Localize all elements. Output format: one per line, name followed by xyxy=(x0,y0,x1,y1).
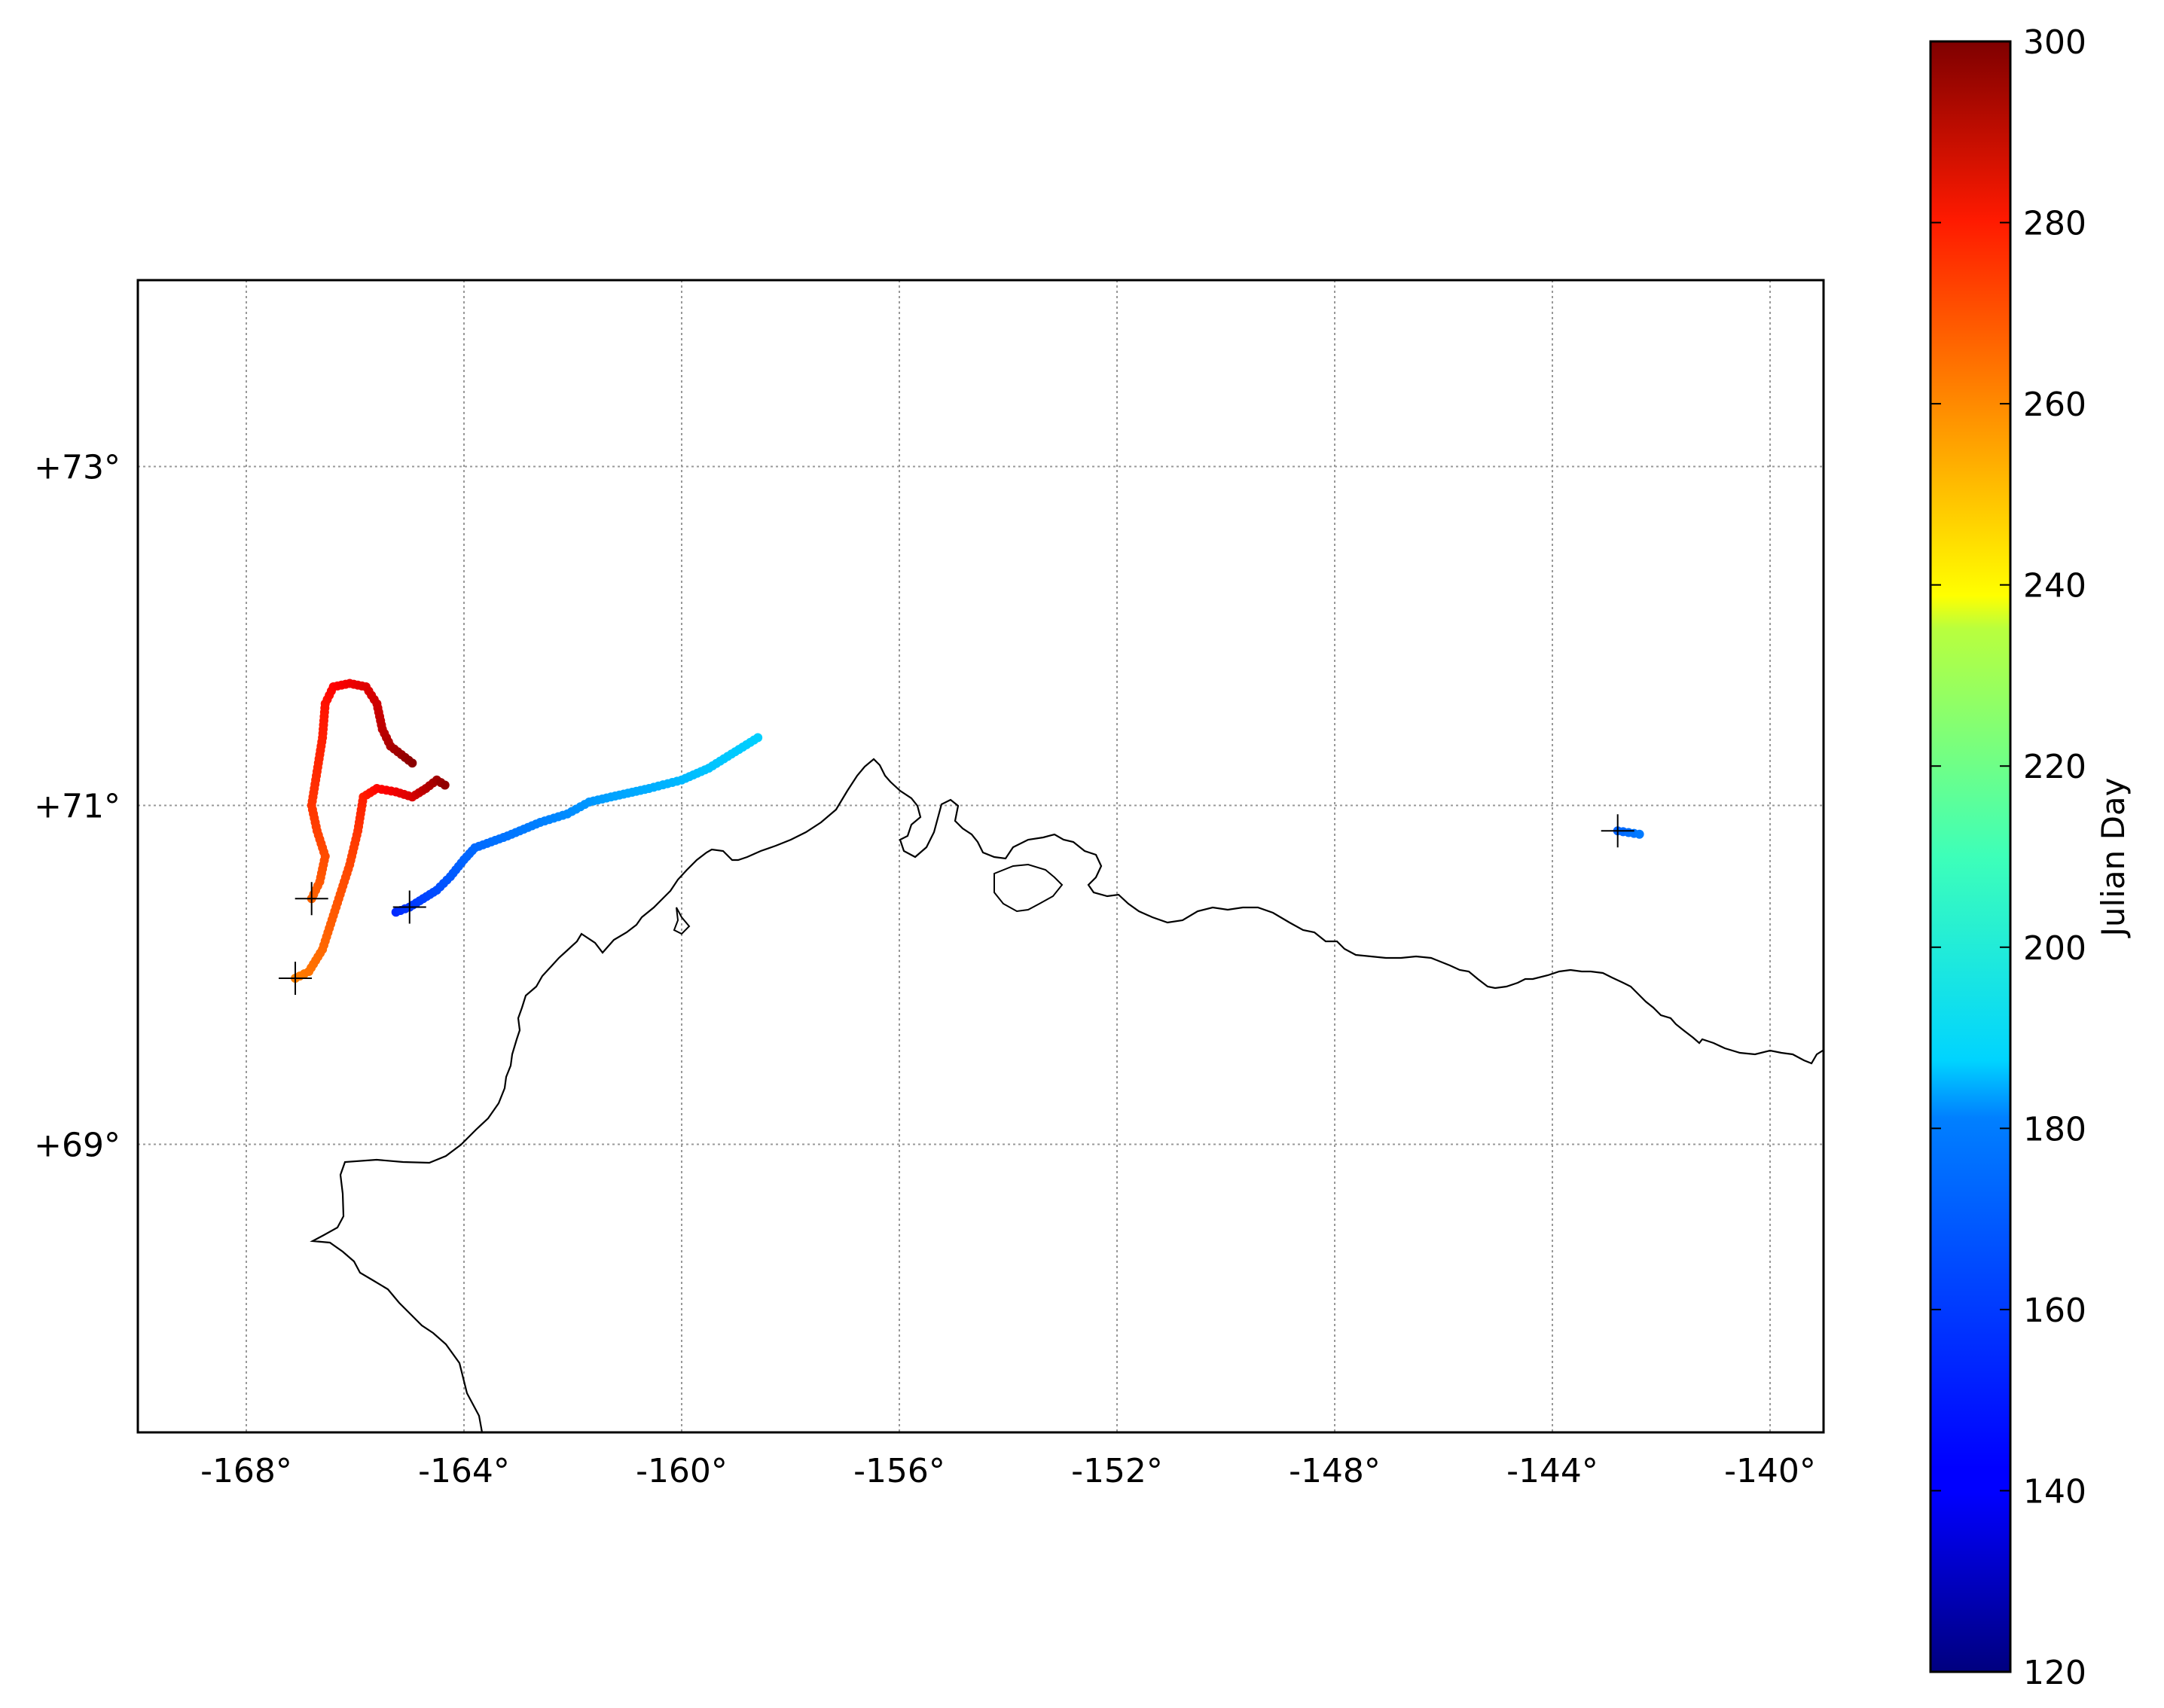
colorbar-tick-label: 160 xyxy=(2023,1292,2086,1330)
start-marker xyxy=(295,882,328,916)
x-axis-ticks: -168° -164° -160° -156° -152° -148° -144° -140° xyxy=(200,1452,1816,1490)
x-tick-label: -156° xyxy=(853,1452,945,1490)
colorbar-tick-label: 120 xyxy=(2023,1654,2086,1692)
colorbar-tick-label: 260 xyxy=(2023,386,2086,424)
colorbar-tick-label: 200 xyxy=(2023,929,2086,968)
colorbar-tick-label: 240 xyxy=(2023,567,2086,605)
colorbar-label: Julian Day xyxy=(2095,778,2132,939)
x-tick-label: -152° xyxy=(1071,1452,1163,1490)
start-marker xyxy=(279,962,313,995)
track-point xyxy=(440,780,450,790)
start-marker xyxy=(1601,814,1634,848)
y-axis-ticks: +73° +71° +69° xyxy=(34,449,121,1165)
colorbar-tick-label: 280 xyxy=(2023,205,2086,243)
x-tick-label: -160° xyxy=(636,1452,728,1490)
colorbar-tick-label: 220 xyxy=(2023,748,2086,786)
start-marker xyxy=(392,890,426,924)
x-tick-label: -140° xyxy=(1724,1452,1816,1490)
track-point xyxy=(407,758,417,768)
plot-border xyxy=(136,279,1825,1434)
coastline xyxy=(310,758,1824,1432)
barrier-islands xyxy=(993,863,1064,913)
track-point xyxy=(1634,829,1644,839)
x-tick-label: -164° xyxy=(418,1452,510,1490)
colorbar-tick-label: 300 xyxy=(2023,23,2086,62)
x-tick-label: -144° xyxy=(1506,1452,1598,1490)
start-markers xyxy=(279,814,1634,995)
graticule xyxy=(138,280,1824,1432)
colorbar-tick-label: 180 xyxy=(2023,1110,2086,1148)
x-tick-label: -148° xyxy=(1289,1452,1381,1490)
colorbar-ticks: 120 140 160 180 200 220 240 260 280 300 xyxy=(1931,23,2086,1692)
plot-area xyxy=(138,280,1824,1432)
y-tick-label: +73° xyxy=(34,449,121,487)
x-tick-label: -168° xyxy=(200,1452,292,1490)
track-point xyxy=(753,733,763,743)
y-tick-label: +69° xyxy=(34,1127,121,1165)
island xyxy=(673,907,691,935)
colorbar xyxy=(1929,40,2012,1673)
colorbar-tick-label: 140 xyxy=(2023,1472,2086,1511)
y-tick-label: +71° xyxy=(34,788,121,826)
